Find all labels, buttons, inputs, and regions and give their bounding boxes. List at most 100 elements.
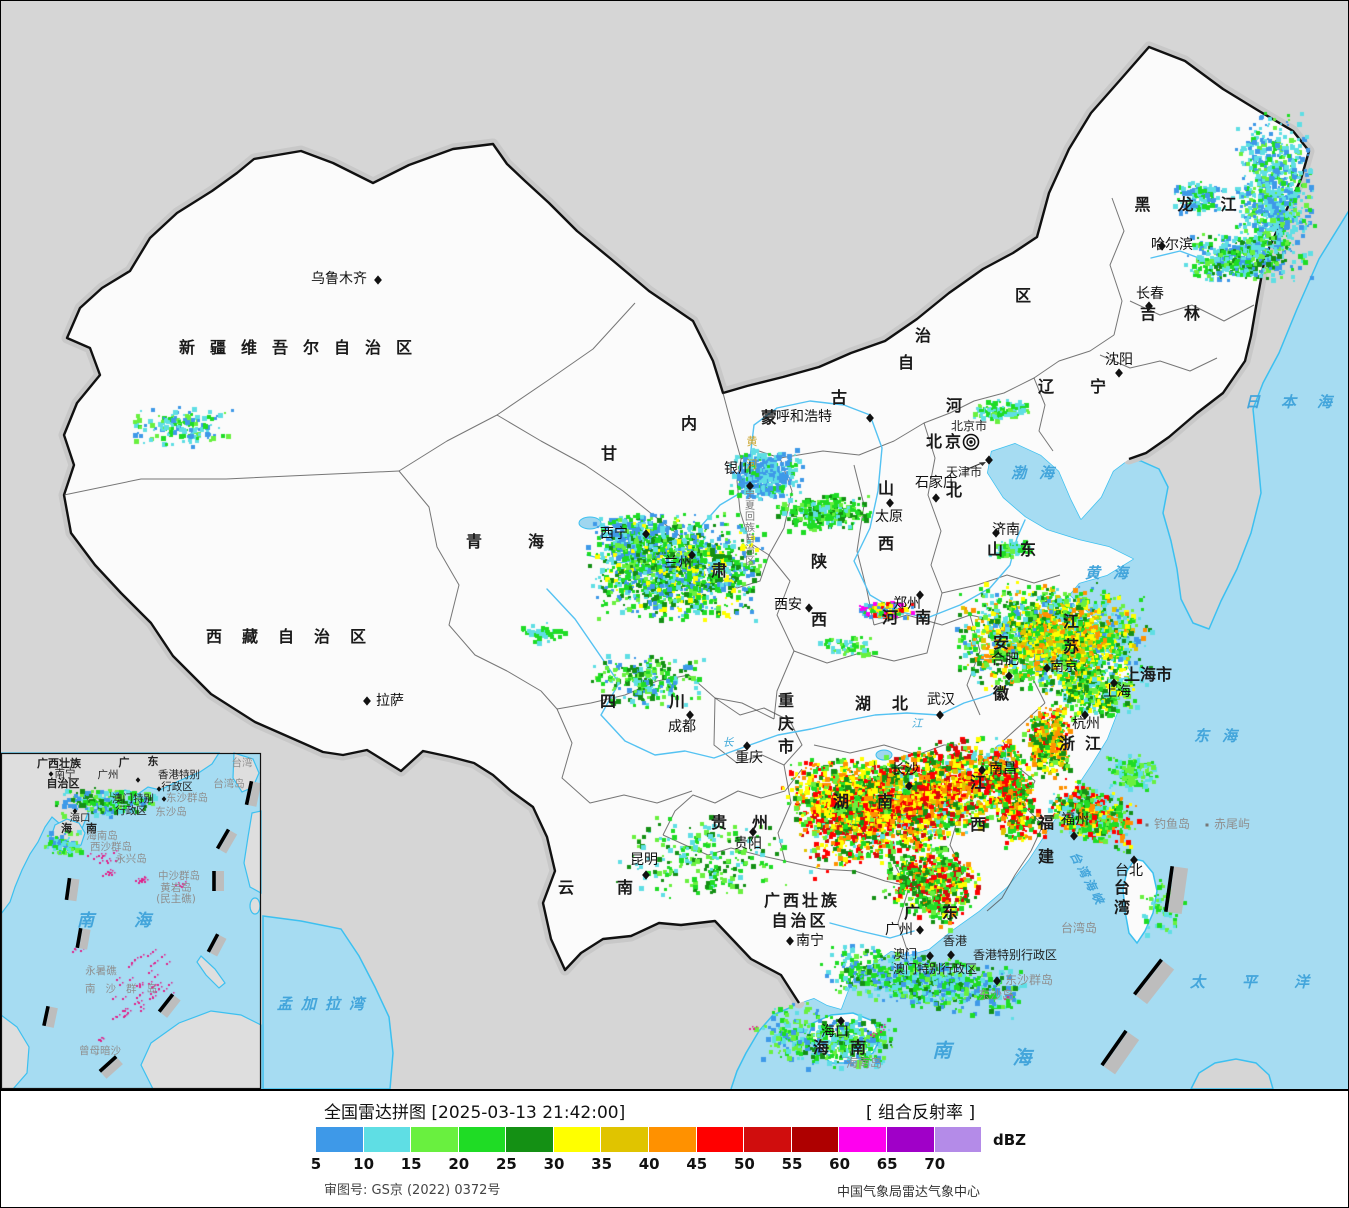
- inset-label-东沙岛: 东沙岛: [155, 805, 187, 818]
- legend-tick-65: 65: [876, 1155, 898, 1173]
- dash-segment: [212, 871, 224, 891]
- city-marker-西宁: [642, 529, 650, 539]
- island-dot-0: [1145, 823, 1149, 827]
- city-marker-福州: [1070, 831, 1078, 841]
- city-marker-济南: [992, 528, 1000, 538]
- label-长春: 长春: [1136, 286, 1164, 302]
- city-marker-贵阳: [749, 827, 757, 837]
- city-markers: [48, 241, 1209, 1026]
- inset-label-海南: 海南: [61, 821, 111, 835]
- city-marker-石家庄: [932, 493, 940, 503]
- city-marker-成都: [686, 710, 694, 720]
- label-贵阳: 贵阳: [734, 836, 762, 852]
- city-marker-inset-广州: [135, 777, 141, 783]
- inset-label-永兴岛: 永兴岛: [115, 852, 147, 865]
- city-marker-长沙: [905, 781, 913, 791]
- label-湖北: 湖北: [855, 694, 929, 713]
- inset-label-海口: 海口: [70, 811, 91, 824]
- label-重庆: 重庆: [735, 750, 763, 766]
- label-福建: 福建: [1037, 813, 1054, 866]
- island-dot-1: [1205, 823, 1209, 827]
- label-孟加拉湾: 孟加拉湾: [277, 995, 373, 1013]
- label-成都: 成都: [668, 719, 696, 735]
- city-marker-西安: [805, 603, 813, 613]
- legend-swatch-50: [744, 1127, 791, 1152]
- city-marker-郑州: [916, 590, 924, 600]
- label-呼和浩特: 呼和浩特: [776, 409, 832, 425]
- label-昆明: 昆明: [630, 852, 658, 868]
- inset-label-广西壮族: 广西壮族: [37, 756, 82, 770]
- city-marker-香港: [947, 950, 955, 960]
- dash-segment: [98, 1055, 123, 1079]
- label-广州: 广州: [885, 922, 913, 938]
- label-山东: 山东: [987, 540, 1053, 559]
- label-广东: 广东: [904, 903, 980, 922]
- label-自: 自: [898, 353, 914, 372]
- label-赤尾屿: 赤尾屿: [1214, 817, 1250, 831]
- inset-label-海南岛: 海南岛: [86, 829, 118, 842]
- inset-label-中沙群岛: 中沙群岛: [158, 869, 200, 882]
- label-四川: 四川: [600, 692, 738, 711]
- dash-segment: [244, 780, 262, 807]
- label-东海: 东海: [1194, 727, 1250, 745]
- city-marker-inset-香港: [156, 786, 162, 792]
- label-南京: 南京: [1050, 659, 1078, 675]
- city-marker-台北: [1130, 855, 1138, 865]
- label-澳门: 澳门: [893, 946, 917, 961]
- inset-label-曾母暗沙: 曾母暗沙: [79, 1044, 121, 1057]
- legend-swatch-65: [886, 1127, 934, 1152]
- inset-label-东: 东: [148, 754, 159, 768]
- inset-label-东沙群岛: 东沙群岛: [166, 791, 208, 804]
- inset-label-(民主礁): (民主礁): [156, 892, 196, 905]
- legend-tick-25: 25: [495, 1155, 517, 1173]
- dash-segment: [157, 993, 181, 1018]
- approval-number: 审图号: GS京 (2022) 0372号: [324, 1183, 501, 1198]
- inset-label-南宁: 南宁: [55, 767, 76, 780]
- label-上海: 上海: [1103, 684, 1131, 700]
- city-marker-海口: [837, 1016, 845, 1026]
- map-title: 全国雷达拼图 [2025-03-13 21:42:00]: [324, 1103, 626, 1123]
- label-海南: 海南: [813, 1038, 887, 1057]
- dash-segment: [206, 933, 227, 957]
- legend-tick-55: 55: [781, 1155, 803, 1173]
- legend-tick-5: 5: [310, 1155, 322, 1173]
- label-沈阳: 沈阳: [1105, 352, 1133, 368]
- label-台北: 台北: [1115, 863, 1143, 879]
- label-北京市: 北京市: [951, 418, 987, 433]
- inset-label-西沙群岛: 西沙群岛: [90, 840, 132, 853]
- label-济南: 济南: [992, 522, 1020, 538]
- label-渤海: 渤海: [1011, 464, 1067, 482]
- city-marker-呼和浩特: [866, 413, 874, 423]
- inset-label-永暑礁: 永暑礁: [85, 964, 117, 977]
- city-marker-澳门: [926, 951, 934, 961]
- label-内: 内: [681, 414, 697, 433]
- inset-label-南沙群岛: 南沙群岛: [85, 982, 167, 995]
- legend-tick-60: 60: [829, 1155, 851, 1173]
- label-海南岛: 海南岛: [846, 1055, 882, 1070]
- label-区: 区: [1015, 286, 1031, 305]
- city-marker-兰州: [688, 550, 696, 560]
- legend-swatch-15: [411, 1127, 458, 1152]
- dash-segment: [1100, 1029, 1140, 1075]
- inset-label-台湾岛: 台湾岛: [213, 777, 245, 790]
- city-marker-南宁: [786, 936, 794, 946]
- inset-label-广: 广: [119, 755, 130, 769]
- label-江: 江: [912, 717, 924, 730]
- city-marker-inset-东沙群岛: [161, 796, 167, 802]
- label-天津市: 天津市: [946, 464, 982, 479]
- dash-segment: [75, 927, 91, 950]
- inset-label-自治区: 自治区: [47, 776, 80, 790]
- label-日本海: 日本海: [1245, 393, 1349, 411]
- legend-unit: dBZ: [993, 1131, 1027, 1149]
- label-黄海: 黄海: [1085, 564, 1141, 582]
- label-南: 南: [932, 1040, 954, 1062]
- label-重庆市: 重庆市: [777, 691, 794, 756]
- city-marker-长春: [1145, 301, 1153, 311]
- label-江西: 江西: [970, 773, 986, 834]
- label-长沙: 长沙: [891, 762, 919, 778]
- label-澳门特别行政区: 澳门特别行政区: [893, 961, 977, 976]
- city-marker-上海: [1110, 678, 1118, 688]
- label-钓鱼岛: 钓鱼岛: [1154, 816, 1190, 831]
